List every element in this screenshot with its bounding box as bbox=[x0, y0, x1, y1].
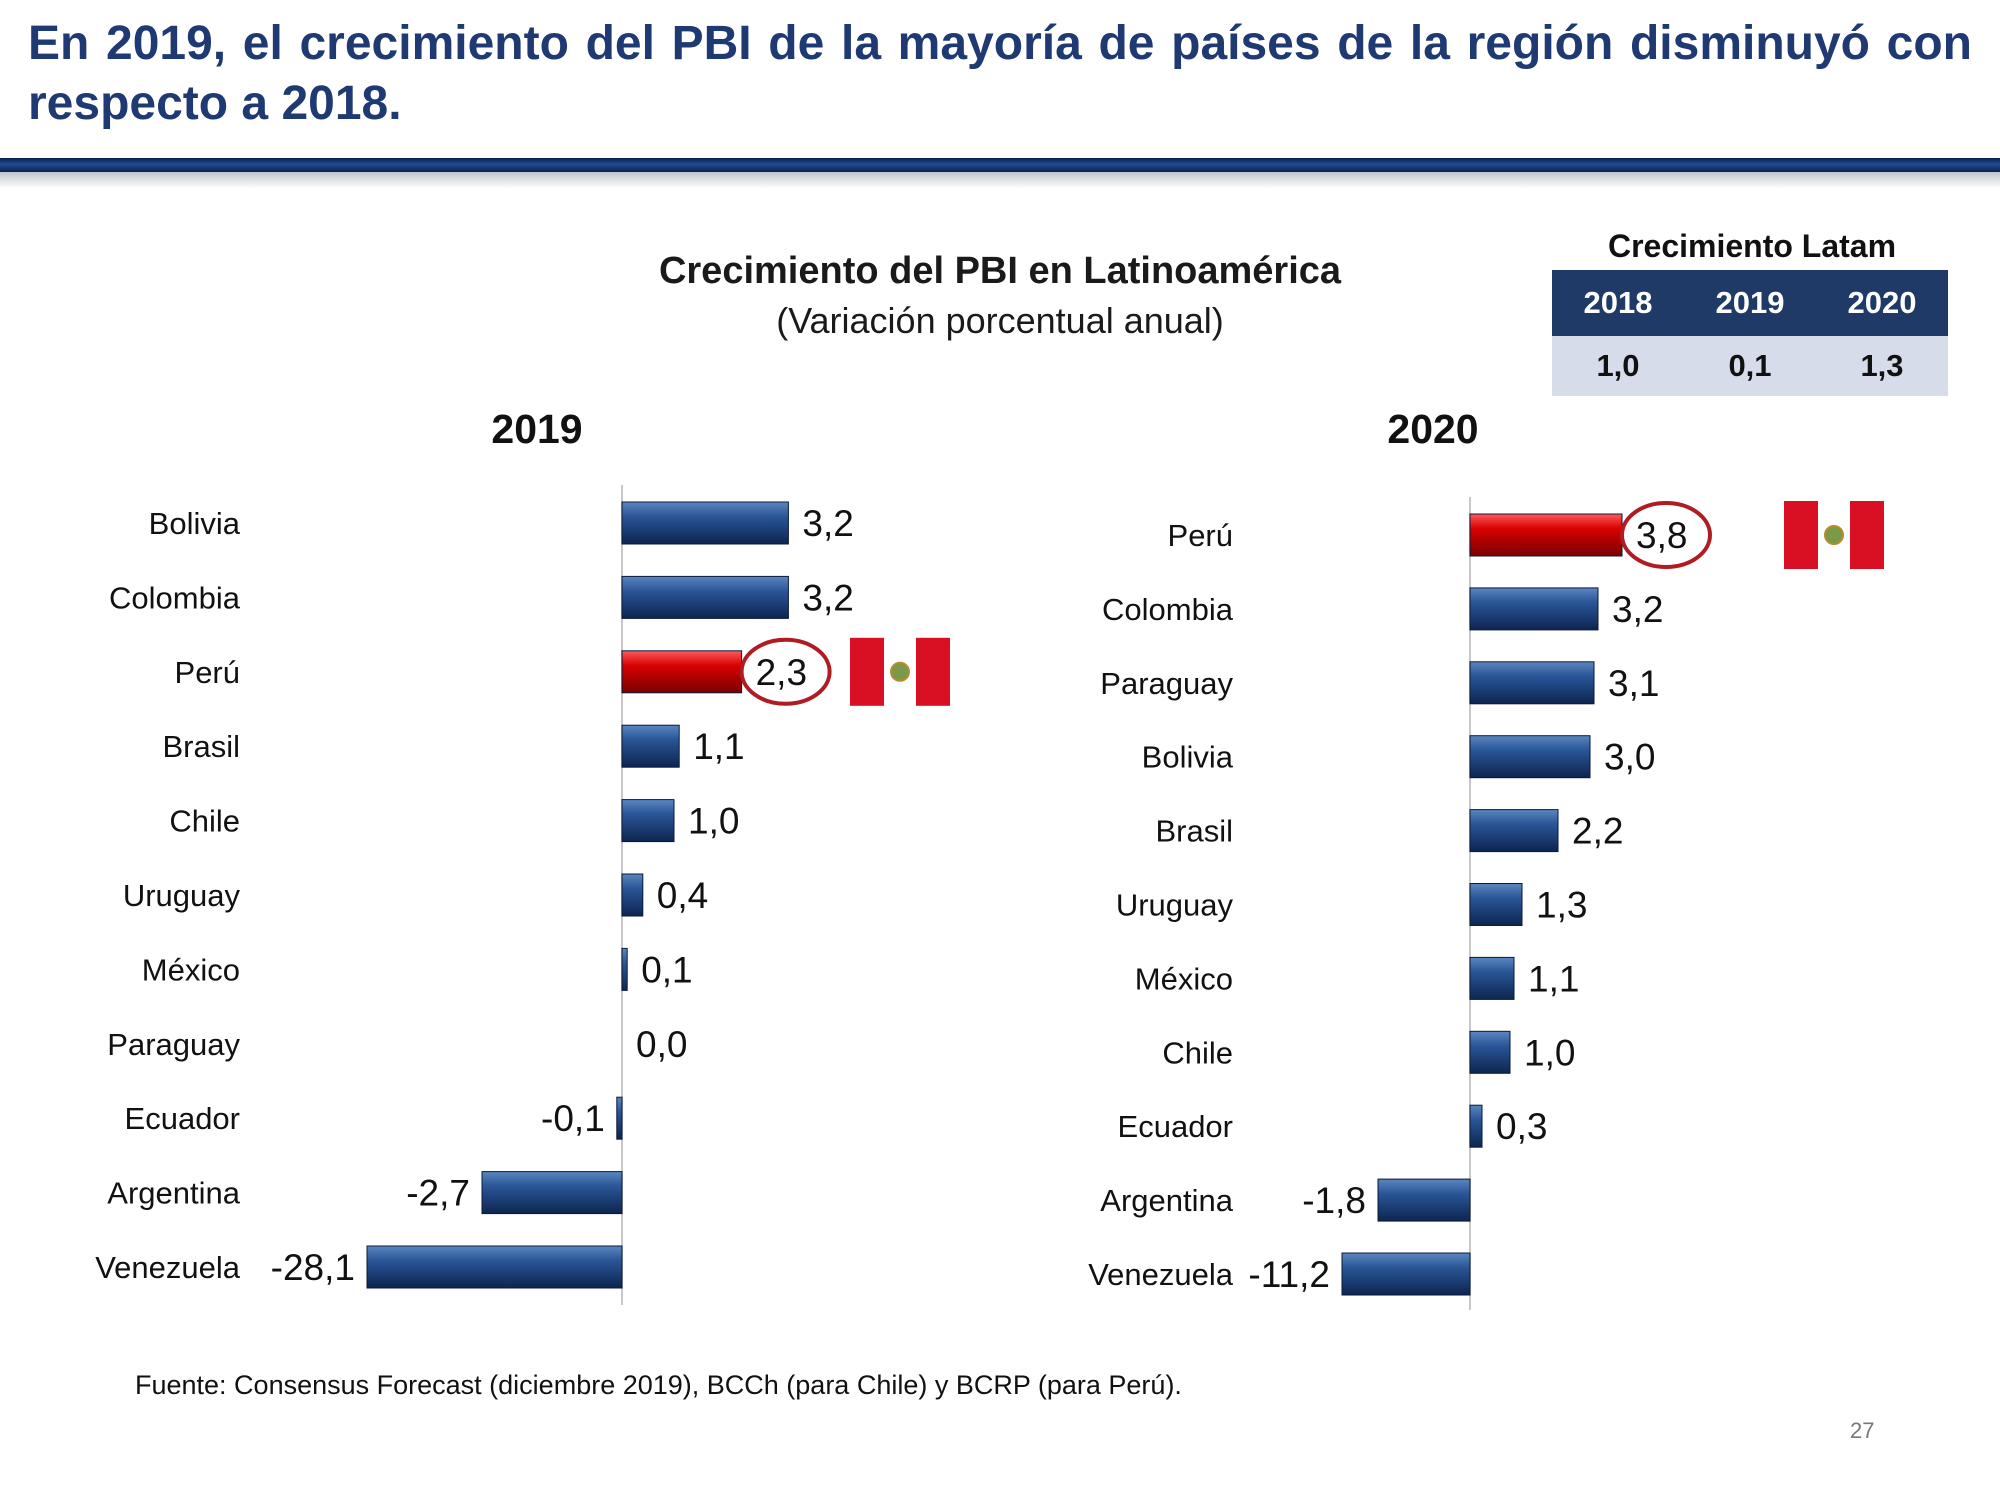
bar-méxico bbox=[621, 947, 628, 991]
value-label: 0,3 bbox=[1496, 1106, 1547, 1147]
bar-argentina bbox=[1377, 1178, 1471, 1222]
chart-title: Crecimiento del PBI en Latinoamérica bbox=[658, 250, 1342, 292]
source-note: Fuente: Consensus Forecast (diciembre 20… bbox=[135, 1370, 1182, 1400]
flag-stripe bbox=[850, 637, 884, 706]
bar-paraguay bbox=[1469, 661, 1595, 705]
chart-2019: 2019 Bolivia 3,2 Colombia 3,2 Perú 2,3 Brasil 1,… bbox=[95, 406, 950, 1305]
page-number: 27 bbox=[1850, 1418, 1875, 1443]
bar-argentina bbox=[481, 1171, 623, 1215]
category-label: Uruguay bbox=[123, 878, 241, 913]
value-label: 3,8 bbox=[1636, 515, 1687, 556]
category-label: Brasil bbox=[162, 729, 240, 764]
category-label: Paraguay bbox=[1100, 666, 1233, 701]
category-label: Ecuador bbox=[1118, 1109, 1233, 1144]
bar-brasil bbox=[621, 724, 680, 768]
flag-stripe bbox=[1784, 501, 1818, 569]
latam-table: 2018 2019 2020 1,0 0,1 1,3 bbox=[1552, 270, 1948, 396]
latam-value-2020: 1,3 bbox=[1816, 336, 1948, 396]
title-rule bbox=[0, 158, 2000, 172]
value-label: 1,1 bbox=[1528, 958, 1579, 999]
category-label: Colombia bbox=[109, 580, 241, 615]
value-label: 1,3 bbox=[1536, 885, 1587, 926]
bar-venezuela bbox=[1341, 1252, 1471, 1296]
bar-colombia bbox=[621, 575, 789, 619]
highlight-circle bbox=[739, 637, 832, 706]
bar-chile bbox=[1469, 1030, 1511, 1074]
category-label: Paraguay bbox=[107, 1027, 240, 1062]
flag-emblem bbox=[890, 661, 910, 682]
peru-flag-icon bbox=[1784, 501, 1884, 569]
value-label: 2,3 bbox=[756, 652, 807, 693]
category-label: Uruguay bbox=[1116, 888, 1234, 923]
chart-subtitle: (Variación porcentual anual) bbox=[776, 300, 1224, 341]
latam-header-row: 2018 2019 2020 bbox=[1552, 270, 1948, 336]
category-label: Bolivia bbox=[1142, 740, 1234, 775]
bar-chile bbox=[621, 799, 675, 843]
category-label: Venezuela bbox=[95, 1250, 241, 1285]
highlight-circle bbox=[1620, 501, 1712, 569]
bar-venezuela bbox=[366, 1245, 623, 1289]
bar-colombia bbox=[1469, 587, 1599, 631]
bar-uruguay bbox=[1469, 883, 1523, 926]
value-label: 1,0 bbox=[1524, 1032, 1575, 1073]
category-label: Venezuela bbox=[1088, 1257, 1234, 1292]
category-label: Chile bbox=[169, 804, 240, 839]
latam-header-2019: 2019 bbox=[1684, 270, 1816, 336]
bar-perú bbox=[1469, 513, 1623, 557]
category-label: Bolivia bbox=[149, 506, 241, 541]
value-label: 1,0 bbox=[688, 801, 739, 842]
value-label: -0,1 bbox=[541, 1098, 605, 1139]
value-label: 2,2 bbox=[1572, 811, 1623, 852]
bar-bolivia bbox=[1469, 735, 1591, 779]
bar-uruguay bbox=[621, 873, 644, 917]
chart-2020: 2020 Perú 3,8 Colombia 3,2 Paraguay 3,1 Bolivia… bbox=[1088, 406, 1884, 1310]
category-label: Argentina bbox=[1100, 1183, 1233, 1218]
flag-stripe bbox=[916, 637, 950, 706]
value-label: -28,1 bbox=[271, 1247, 355, 1288]
category-label: Colombia bbox=[1102, 592, 1234, 627]
flag-stripe bbox=[1850, 501, 1884, 569]
bar-ecuador bbox=[616, 1096, 623, 1140]
title-rule-shadow bbox=[0, 172, 2000, 188]
category-label: Argentina bbox=[107, 1176, 240, 1211]
value-label: 0,4 bbox=[657, 875, 708, 916]
page-title: En 2019, el crecimiento del PBI de la ma… bbox=[28, 17, 1972, 130]
value-label: 0,1 bbox=[641, 949, 692, 990]
latam-header-2018: 2018 bbox=[1552, 270, 1684, 336]
latam-value-row: 1,0 0,1 1,3 bbox=[1552, 336, 1948, 396]
category-label: México bbox=[1135, 961, 1233, 996]
category-label: Ecuador bbox=[125, 1101, 240, 1136]
peru-flag-icon bbox=[850, 637, 950, 706]
value-label: 3,2 bbox=[1612, 589, 1663, 630]
category-label: Brasil bbox=[1155, 814, 1233, 849]
category-label: México bbox=[142, 952, 240, 987]
bar-méxico bbox=[1469, 956, 1515, 1000]
latam-value-2018: 1,0 bbox=[1552, 336, 1684, 396]
value-label: 3,1 bbox=[1608, 663, 1659, 704]
category-label: Perú bbox=[1168, 518, 1233, 553]
bar-perú bbox=[621, 650, 743, 694]
bar-brasil bbox=[1469, 809, 1559, 853]
value-label: 0,0 bbox=[636, 1024, 687, 1065]
value-label: -1,8 bbox=[1302, 1180, 1366, 1221]
value-label: 1,1 bbox=[693, 726, 744, 767]
latam-header-2020: 2020 bbox=[1816, 270, 1948, 336]
flag-emblem bbox=[1824, 525, 1844, 545]
value-label: -2,7 bbox=[406, 1173, 470, 1214]
panel-title-2019: 2019 bbox=[491, 406, 582, 452]
value-label: 3,0 bbox=[1604, 737, 1655, 778]
panel-title-2020: 2020 bbox=[1387, 406, 1478, 452]
value-label: 3,2 bbox=[802, 577, 853, 618]
category-label: Chile bbox=[1162, 1035, 1233, 1070]
bar-ecuador bbox=[1469, 1104, 1483, 1148]
value-label: -11,2 bbox=[1248, 1254, 1330, 1295]
category-label: Perú bbox=[175, 655, 240, 690]
bar-bolivia bbox=[621, 501, 789, 545]
latam-value-2019: 0,1 bbox=[1684, 336, 1816, 396]
value-label: 3,2 bbox=[802, 503, 853, 544]
latam-title: Crecimiento Latam bbox=[1607, 228, 1897, 264]
